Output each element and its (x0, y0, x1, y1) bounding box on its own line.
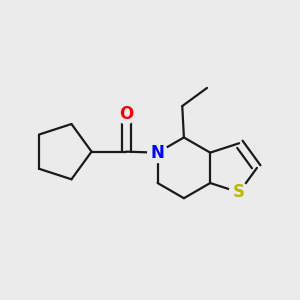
Text: N: N (151, 144, 164, 162)
Circle shape (148, 143, 167, 163)
Text: S: S (233, 183, 245, 201)
Text: O: O (119, 105, 133, 123)
Circle shape (229, 182, 249, 202)
Circle shape (116, 104, 136, 124)
